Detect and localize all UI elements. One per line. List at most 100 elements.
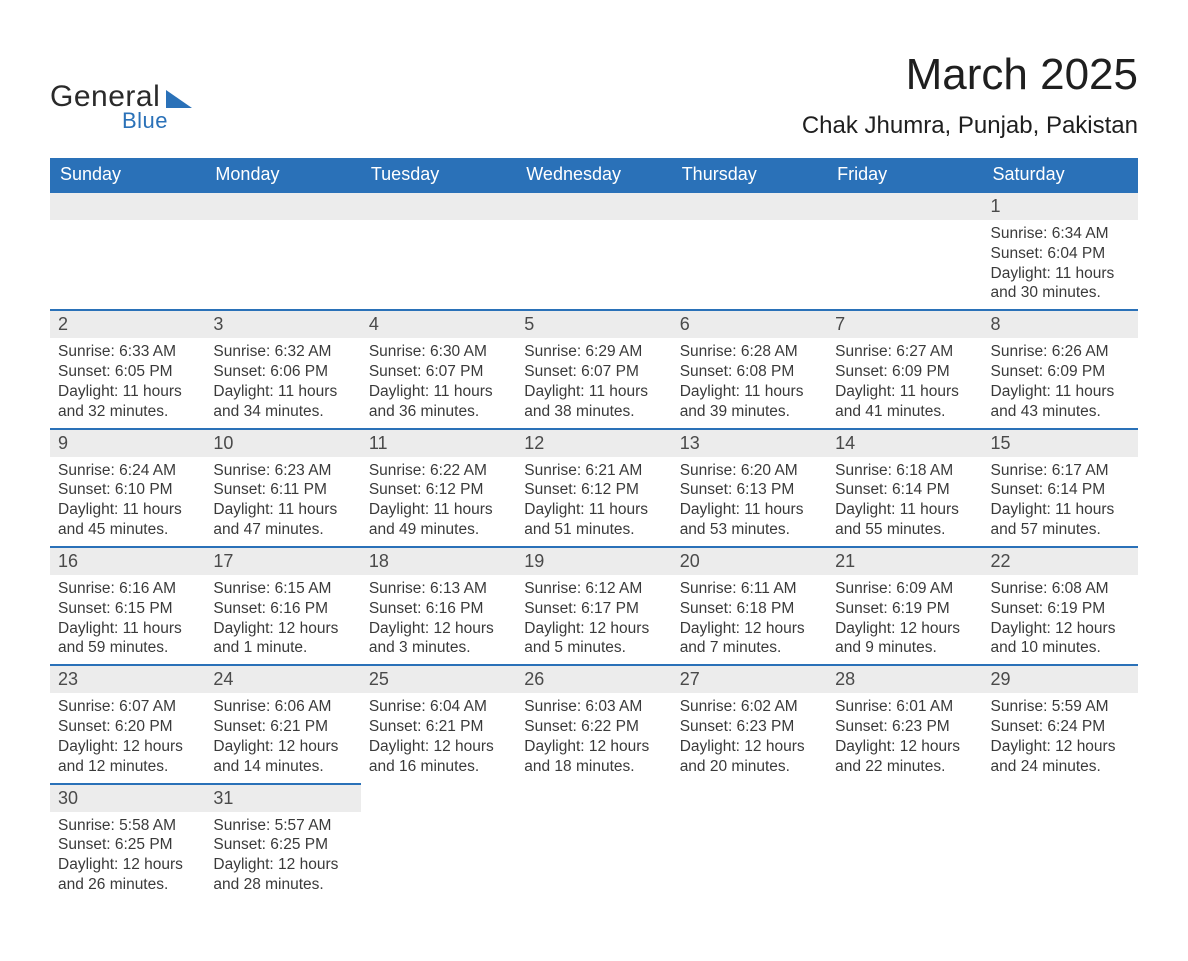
sunset-line: Sunset: 6:04 PM <box>991 244 1130 264</box>
weekday-header: Tuesday <box>361 158 516 193</box>
daylight-line: Daylight: 12 hours and 10 minutes. <box>991 619 1130 659</box>
weekday-header: Friday <box>827 158 982 193</box>
daylight-line: Daylight: 11 hours and 36 minutes. <box>369 382 508 422</box>
sunrise-line: Sunrise: 6:16 AM <box>58 579 197 599</box>
daylight-line: Daylight: 12 hours and 5 minutes. <box>524 619 663 659</box>
calendar-cell: 19Sunrise: 6:12 AMSunset: 6:17 PMDayligh… <box>516 547 671 665</box>
location-text: Chak Jhumra, Punjab, Pakistan <box>802 112 1138 140</box>
sunrise-line: Sunrise: 6:29 AM <box>524 342 663 362</box>
sunset-line: Sunset: 6:13 PM <box>680 480 819 500</box>
calendar-cell <box>983 784 1138 901</box>
brand-name-2: Blue <box>122 108 192 134</box>
calendar-cell: 23Sunrise: 6:07 AMSunset: 6:20 PMDayligh… <box>50 665 205 783</box>
sunset-line: Sunset: 6:14 PM <box>991 480 1130 500</box>
sunset-line: Sunset: 6:19 PM <box>991 599 1130 619</box>
daylight-line: Daylight: 11 hours and 59 minutes. <box>58 619 197 659</box>
daylight-line: Daylight: 12 hours and 7 minutes. <box>680 619 819 659</box>
day-number <box>50 193 205 220</box>
daylight-line: Daylight: 12 hours and 1 minute. <box>213 619 352 659</box>
day-details: Sunrise: 6:11 AMSunset: 6:18 PMDaylight:… <box>672 575 827 664</box>
day-number <box>827 193 982 220</box>
weekday-header: Monday <box>205 158 360 193</box>
day-details: Sunrise: 6:32 AMSunset: 6:06 PMDaylight:… <box>205 338 360 427</box>
calendar-cell: 4Sunrise: 6:30 AMSunset: 6:07 PMDaylight… <box>361 310 516 428</box>
day-number <box>983 784 1138 811</box>
title-block: March 2025 Chak Jhumra, Punjab, Pakistan <box>802 50 1138 140</box>
sunset-line: Sunset: 6:05 PM <box>58 362 197 382</box>
day-number: 31 <box>205 785 360 812</box>
day-number: 19 <box>516 548 671 575</box>
daylight-line: Daylight: 12 hours and 16 minutes. <box>369 737 508 777</box>
calendar-cell <box>361 784 516 901</box>
sunrise-line: Sunrise: 6:04 AM <box>369 697 508 717</box>
day-details: Sunrise: 6:27 AMSunset: 6:09 PMDaylight:… <box>827 338 982 427</box>
sunset-line: Sunset: 6:06 PM <box>213 362 352 382</box>
calendar-cell: 16 Sunrise: 6:16 AMSunset: 6:15 PMDayligh… <box>50 547 205 665</box>
sunset-line: Sunset: 6:21 PM <box>369 717 508 737</box>
day-number <box>361 784 516 811</box>
header: General Blue March 2025 Chak Jhumra, Pun… <box>50 50 1138 140</box>
calendar-cell <box>50 193 205 310</box>
calendar-cell: 12Sunrise: 6:21 AMSunset: 6:12 PMDayligh… <box>516 429 671 547</box>
calendar-cell <box>516 784 671 901</box>
day-number: 26 <box>516 666 671 693</box>
calendar-cell: 26Sunrise: 6:03 AMSunset: 6:22 PMDayligh… <box>516 665 671 783</box>
sunset-line: Sunset: 6:24 PM <box>991 717 1130 737</box>
day-number: 20 <box>672 548 827 575</box>
daylight-line: Daylight: 12 hours and 14 minutes. <box>213 737 352 777</box>
weekday-header-row: Sunday Monday Tuesday Wednesday Thursday… <box>50 158 1138 193</box>
daylight-line: Daylight: 11 hours and 39 minutes. <box>680 382 819 422</box>
calendar-row: 1Sunrise: 6:34 AMSunset: 6:04 PMDaylight… <box>50 193 1138 310</box>
day-details: Sunrise: 6:26 AMSunset: 6:09 PMDaylight:… <box>983 338 1138 427</box>
calendar-cell: 2Sunrise: 6:33 AMSunset: 6:05 PMDaylight… <box>50 310 205 428</box>
sunrise-line: Sunrise: 5:57 AM <box>213 816 352 836</box>
sunset-line: Sunset: 6:15 PM <box>58 599 197 619</box>
sunrise-line: Sunrise: 5:59 AM <box>991 697 1130 717</box>
sunset-line: Sunset: 6:08 PM <box>680 362 819 382</box>
day-number: 12 <box>516 430 671 457</box>
sunrise-line: Sunrise: 6:09 AM <box>835 579 974 599</box>
day-number: 25 <box>361 666 516 693</box>
sunset-line: Sunset: 6:14 PM <box>835 480 974 500</box>
sunset-line: Sunset: 6:21 PM <box>213 717 352 737</box>
day-number: 28 <box>827 666 982 693</box>
day-number: 16 <box>50 548 205 575</box>
daylight-line: Daylight: 11 hours and 45 minutes. <box>58 500 197 540</box>
empty-cell <box>827 220 982 250</box>
sunrise-line: Sunrise: 6:24 AM <box>58 461 197 481</box>
day-number: 9 <box>50 430 205 457</box>
daylight-line: Daylight: 11 hours and 47 minutes. <box>213 500 352 540</box>
daylight-line: Daylight: 11 hours and 34 minutes. <box>213 382 352 422</box>
daylight-line: Daylight: 11 hours and 38 minutes. <box>524 382 663 422</box>
calendar-cell: 28Sunrise: 6:01 AMSunset: 6:23 PMDayligh… <box>827 665 982 783</box>
day-details: Sunrise: 6:15 AMSunset: 6:16 PMDaylight:… <box>205 575 360 664</box>
empty-cell <box>361 220 516 250</box>
day-number <box>516 193 671 220</box>
empty-cell <box>672 220 827 250</box>
calendar-cell: 24Sunrise: 6:06 AMSunset: 6:21 PMDayligh… <box>205 665 360 783</box>
day-number: 17 <box>205 548 360 575</box>
day-details: Sunrise: 6:08 AMSunset: 6:19 PMDaylight:… <box>983 575 1138 664</box>
sunrise-line: Sunrise: 6:33 AM <box>58 342 197 362</box>
calendar-cell <box>516 193 671 310</box>
day-number: 6 <box>672 311 827 338</box>
day-details: Sunrise: 6:09 AMSunset: 6:19 PMDaylight:… <box>827 575 982 664</box>
calendar-cell <box>672 784 827 901</box>
calendar-cell: 15Sunrise: 6:17 AMSunset: 6:14 PMDayligh… <box>983 429 1138 547</box>
sunset-line: Sunset: 6:12 PM <box>524 480 663 500</box>
day-details: Sunrise: 6:22 AMSunset: 6:12 PMDaylight:… <box>361 457 516 546</box>
day-number: 24 <box>205 666 360 693</box>
day-number: 15 <box>983 430 1138 457</box>
sunrise-line: Sunrise: 6:23 AM <box>213 461 352 481</box>
daylight-line: Daylight: 11 hours and 30 minutes. <box>991 264 1130 304</box>
sunrise-line: Sunrise: 6:07 AM <box>58 697 197 717</box>
day-details: Sunrise: 6:18 AMSunset: 6:14 PMDaylight:… <box>827 457 982 546</box>
sunset-line: Sunset: 6:25 PM <box>58 835 197 855</box>
day-details: Sunrise: 6:21 AMSunset: 6:12 PMDaylight:… <box>516 457 671 546</box>
month-title: March 2025 <box>802 50 1138 100</box>
sunrise-line: Sunrise: 6:01 AM <box>835 697 974 717</box>
calendar-row: 23Sunrise: 6:07 AMSunset: 6:20 PMDayligh… <box>50 665 1138 783</box>
brand-triangle-icon <box>166 90 192 108</box>
daylight-line: Daylight: 12 hours and 20 minutes. <box>680 737 819 777</box>
daylight-line: Daylight: 11 hours and 41 minutes. <box>835 382 974 422</box>
